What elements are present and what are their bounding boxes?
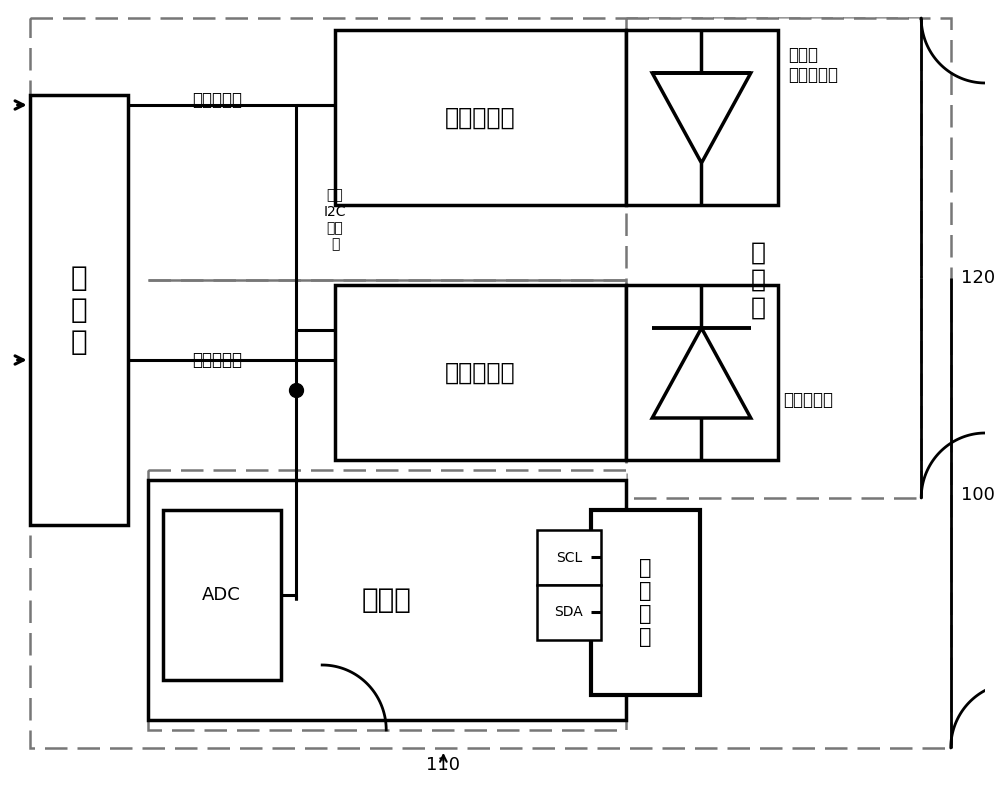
Text: 激光器
发送光信号: 激光器 发送光信号	[788, 46, 838, 85]
FancyBboxPatch shape	[148, 480, 626, 720]
FancyBboxPatch shape	[335, 285, 626, 460]
Text: 输出电信号: 输出电信号	[192, 91, 242, 109]
Text: SDA: SDA	[555, 605, 583, 619]
FancyBboxPatch shape	[30, 18, 951, 748]
Text: 单片机: 单片机	[362, 586, 412, 614]
Text: 内部
I2C
总线
线: 内部 I2C 总线 线	[324, 189, 346, 251]
FancyBboxPatch shape	[537, 530, 601, 585]
Text: ADC: ADC	[202, 586, 241, 604]
FancyBboxPatch shape	[626, 285, 778, 460]
Text: 光发射单元: 光发射单元	[445, 106, 516, 130]
Text: 接收光信号: 接收光信号	[783, 391, 833, 409]
Text: SCL: SCL	[556, 551, 582, 565]
Text: 120: 120	[961, 269, 995, 287]
FancyBboxPatch shape	[626, 30, 778, 205]
FancyBboxPatch shape	[537, 585, 601, 640]
Text: 管
理
接
口: 管 理 接 口	[639, 558, 652, 647]
Text: 接收电信号: 接收电信号	[192, 351, 242, 369]
FancyBboxPatch shape	[148, 470, 626, 730]
FancyBboxPatch shape	[163, 510, 281, 680]
Text: 光
接
口: 光 接 口	[751, 240, 766, 320]
Text: 110: 110	[426, 756, 460, 774]
Text: 光接收单元: 光接收单元	[445, 360, 516, 385]
Text: 电
接
口: 电 接 口	[71, 264, 87, 356]
FancyBboxPatch shape	[30, 95, 128, 525]
FancyBboxPatch shape	[626, 18, 921, 498]
FancyBboxPatch shape	[591, 510, 700, 695]
FancyBboxPatch shape	[335, 30, 626, 205]
Text: 100: 100	[961, 486, 994, 504]
